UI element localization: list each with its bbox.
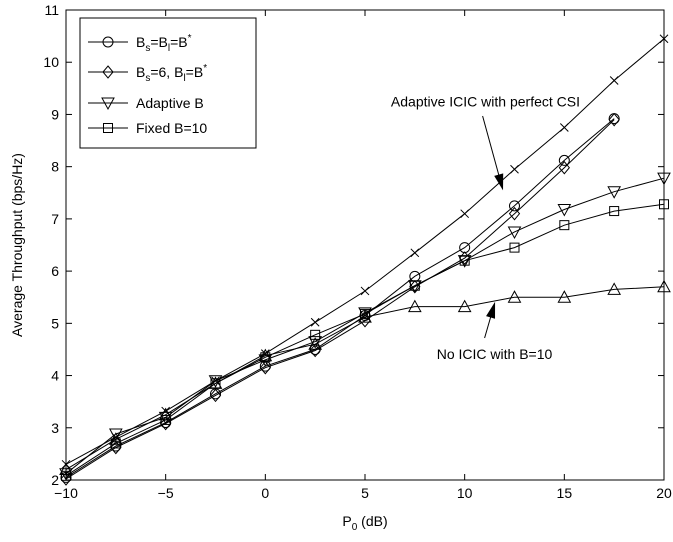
y-tick-label: 2	[51, 472, 59, 488]
point-no_icic_b10	[457, 299, 472, 313]
point-bs6_bl_bstar	[508, 206, 521, 221]
point-adaptive_icic_perfect_csi	[659, 34, 669, 44]
y-tick-label: 4	[51, 368, 59, 384]
y-tick-label: 6	[51, 263, 59, 279]
series-bs_bl_bstar	[60, 113, 620, 483]
point-adaptive_icic_perfect_csi	[460, 209, 470, 219]
x-tick-label: −5	[158, 485, 174, 501]
point-no_icic_b10	[557, 290, 572, 303]
point-fixed_b10	[409, 280, 420, 291]
point-fixed_b10	[609, 206, 620, 217]
point-no_icic_b10	[108, 432, 123, 445]
legend-entry-fixed_b10: Fixed B=10	[88, 120, 207, 136]
legend-marker	[102, 36, 114, 48]
point-adaptive_icic_perfect_csi	[510, 164, 519, 174]
point-no_icic_b10	[607, 282, 622, 295]
x-tick-label: 0	[261, 485, 269, 501]
y-tick-label: 11	[44, 2, 59, 18]
point-no_icic_b10	[657, 279, 671, 293]
legend-entry-bs6_bl_bstar: Bs=6, Bl=B*	[88, 63, 207, 84]
point-adaptive_icic_perfect_csi	[111, 432, 121, 442]
point-bs6_bl_bstar	[309, 343, 321, 358]
y-tick-label: 9	[51, 106, 59, 122]
point-no_icic_b10	[258, 348, 273, 362]
point-no_icic_b10	[158, 407, 173, 421]
point-fixed_b10	[459, 255, 470, 266]
point-no_icic_b10	[507, 290, 522, 303]
point-adaptive_icic_perfect_csi	[360, 286, 370, 296]
series-no_icic_b10	[59, 279, 671, 476]
point-bs_bl_bstar	[558, 154, 570, 166]
point-adaptive_icic_perfect_csi	[559, 123, 569, 132]
legend-label: Bs=6, Bl=B*	[136, 63, 207, 84]
point-bs6_bl_bstar	[60, 472, 72, 486]
legend-marker	[101, 97, 115, 111]
point-adaptive_b	[557, 203, 572, 217]
axes: −10 −5 0 5 10 15 20 2 3 4 5 6 7 8 9 10 11 P0 (dB) Average …	[9, 2, 672, 533]
point-fixed_b10	[310, 329, 321, 340]
legend-entry-adaptive_b: Adaptive B	[88, 95, 204, 111]
point-no_icic_b10	[59, 462, 73, 476]
legend-entry-bs_bl_bstar: Bs=Bl=B*	[88, 33, 192, 54]
point-fixed_b10	[509, 242, 520, 253]
legend-label: Adaptive B	[136, 95, 204, 111]
point-fixed_b10	[559, 220, 570, 231]
series-line-adaptive_b	[65, 177, 665, 475]
point-adaptive_icic_perfect_csi	[310, 317, 320, 327]
point-fixed_b10	[659, 199, 669, 210]
y-tick-label: 3	[51, 420, 59, 436]
legend-marker	[102, 65, 114, 79]
x-tick-label: 10	[457, 485, 473, 501]
point-bs_bl_bstar	[509, 200, 520, 212]
point-adaptive_b	[607, 186, 622, 199]
point-adaptive_icic_perfect_csi	[609, 76, 619, 85]
legend-marker	[103, 123, 113, 133]
annotation-arrow-head	[486, 301, 496, 319]
legend-label: Bs=Bl=B*	[136, 33, 192, 54]
series-layer	[59, 34, 671, 486]
point-adaptive_b	[657, 172, 671, 186]
point-bs6_bl_bstar	[259, 360, 271, 375]
annotation-no_icic_b10: No ICIC with B=10	[437, 301, 553, 362]
x-tick-label: 15	[557, 485, 573, 501]
annotation-text: Adaptive ICIC with perfect CSI	[391, 94, 580, 110]
point-adaptive_icic_perfect_csi	[260, 349, 270, 358]
point-fixed_b10	[61, 470, 71, 481]
point-adaptive_icic_perfect_csi	[410, 248, 420, 258]
legend: Bs=Bl=B* Bs=6, Bl=B* Adaptive B Fixed B=10	[79, 17, 257, 149]
point-bs6_bl_bstar	[558, 160, 570, 175]
x-axis-label: P0 (dB)	[342, 513, 387, 533]
point-fixed_b10	[360, 308, 370, 319]
x-tick-label: 20	[656, 485, 672, 501]
point-no_icic_b10	[358, 310, 372, 323]
series-fixed_b10	[61, 199, 669, 481]
point-bs6_bl_bstar	[209, 388, 222, 403]
y-axis-label: Average Throughput (bps/Hz)	[9, 153, 25, 337]
point-no_icic_b10	[208, 376, 223, 389]
x-tick-label: 5	[361, 485, 369, 501]
x-tick-label: −10	[54, 485, 78, 501]
series-line-no_icic_b10	[65, 286, 665, 471]
legend-box	[79, 17, 257, 149]
annotation-adaptive_icic_perfect_csi: Adaptive ICIC with perfect CSI	[391, 94, 580, 191]
series-line-bs_bl_bstar	[65, 118, 615, 478]
y-tick-label: 7	[51, 211, 59, 227]
annotation-text: No ICIC with B=10	[437, 346, 553, 362]
annotation-layer: Adaptive ICIC with perfect CSI No ICIC wi…	[391, 94, 580, 362]
y-tick-label: 5	[51, 315, 59, 331]
annotation-arrow-head	[494, 173, 504, 191]
point-adaptive_b	[358, 307, 372, 320]
point-no_icic_b10	[308, 337, 323, 350]
point-adaptive_icic_perfect_csi	[211, 376, 220, 386]
point-adaptive_b	[507, 226, 522, 239]
y-tick-label: 10	[43, 54, 59, 70]
series-bs6_bl_bstar	[60, 112, 620, 486]
point-no_icic_b10	[407, 299, 422, 313]
legend-label: Fixed B=10	[136, 120, 207, 136]
series-line-fixed_b10	[65, 203, 665, 477]
point-bs6_bl_bstar	[608, 112, 620, 127]
y-tick-label: 8	[51, 159, 59, 175]
series-line-bs6_bl_bstar	[65, 119, 615, 480]
